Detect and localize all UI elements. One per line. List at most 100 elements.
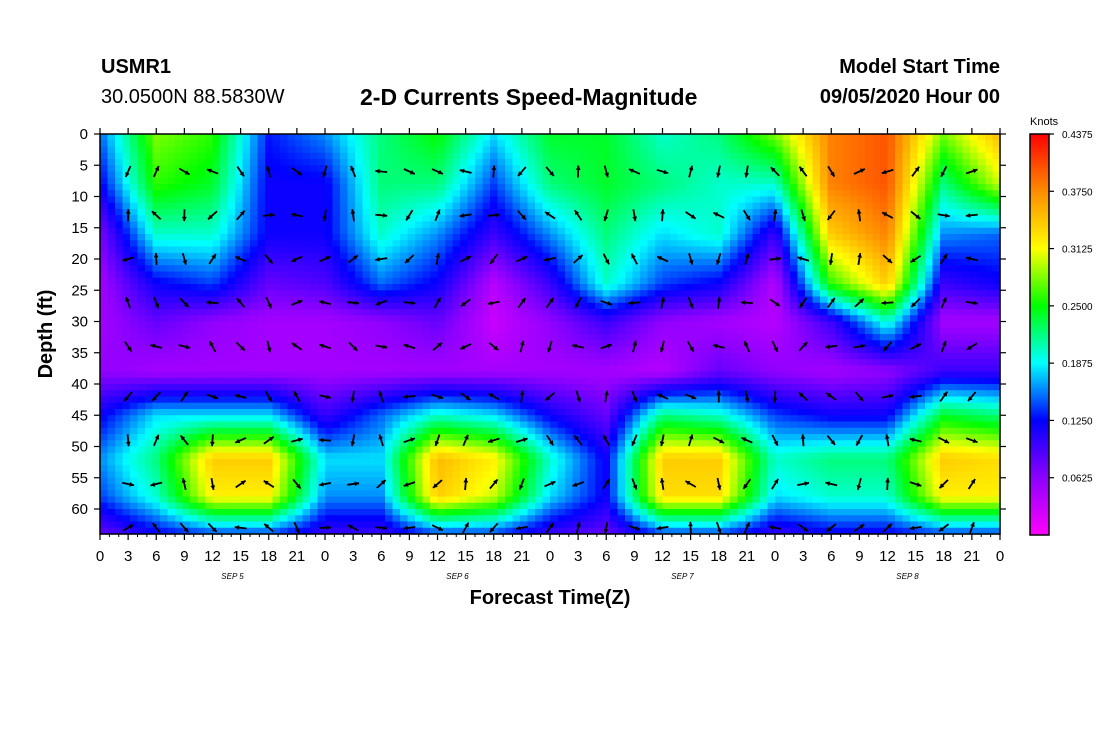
heat-cell <box>392 359 401 366</box>
heat-cell <box>932 209 941 216</box>
heat-cell <box>332 384 341 391</box>
heat-cell <box>737 271 746 279</box>
heat-cell <box>400 377 409 385</box>
heat-cell <box>250 371 259 379</box>
heat-cell <box>430 352 439 360</box>
heat-cell <box>445 134 454 141</box>
heat-cell <box>662 196 671 204</box>
heat-cell <box>400 359 409 366</box>
heat-cell <box>437 134 446 141</box>
heat-cell <box>415 309 424 316</box>
heat-cell <box>355 327 364 335</box>
heat-cell <box>235 171 244 179</box>
heat-cell <box>257 321 266 329</box>
heat-cell <box>655 340 664 348</box>
heat-cell <box>640 165 649 173</box>
heat-cell <box>692 384 701 391</box>
heat-cell <box>692 271 701 279</box>
heat-cell <box>370 315 379 323</box>
heat-cell <box>640 265 649 273</box>
heat-cell <box>482 365 491 373</box>
heat-cell <box>880 140 889 148</box>
heat-cell <box>992 190 1001 198</box>
heat-cell <box>527 334 536 341</box>
heat-cell <box>130 221 139 229</box>
heat-cell <box>130 240 139 248</box>
heat-cell <box>190 215 199 223</box>
heat-cell <box>137 234 146 241</box>
heat-cell <box>535 334 544 341</box>
heat-cell <box>677 215 686 223</box>
heat-cell <box>812 177 821 185</box>
heat-cell <box>617 309 626 316</box>
heat-cell <box>842 246 851 254</box>
heat-cell <box>302 265 311 273</box>
heat-cell <box>115 302 124 310</box>
heat-cell <box>625 284 634 291</box>
heat-cell <box>377 265 386 273</box>
heat-cell <box>595 159 604 166</box>
heat-cell <box>947 165 956 173</box>
heat-cell <box>970 315 979 323</box>
heat-cell <box>235 359 244 366</box>
heat-cell <box>662 321 671 329</box>
heat-cell <box>715 352 724 360</box>
heat-cell <box>392 296 401 304</box>
heat-cell <box>242 165 251 173</box>
heat-cell <box>452 215 461 223</box>
heat-cell <box>310 215 319 223</box>
heat-cell <box>302 177 311 185</box>
heat-cell <box>205 171 214 179</box>
heat-cell <box>422 384 431 391</box>
heat-cell <box>647 334 656 341</box>
heat-cell <box>700 209 709 216</box>
heat-cell <box>355 215 364 223</box>
heat-cell <box>317 265 326 273</box>
heat-cell <box>917 152 926 160</box>
heat-cell <box>610 252 619 260</box>
heat-cell <box>137 327 146 335</box>
heat-cell <box>745 246 754 254</box>
heat-cell <box>482 340 491 348</box>
heat-cell <box>752 321 761 329</box>
heat-cell <box>407 352 416 360</box>
heat-cell <box>362 277 371 285</box>
heat-cell <box>160 259 169 266</box>
heat-cell <box>227 215 236 223</box>
heat-cell <box>947 196 956 204</box>
heat-cell <box>347 152 356 160</box>
heat-cell <box>625 384 634 391</box>
heat-cell <box>775 165 784 173</box>
heat-cell <box>280 234 289 241</box>
heat-cell <box>272 321 281 329</box>
heat-cell <box>235 190 244 198</box>
heat-cell <box>302 259 311 266</box>
heat-cell <box>715 227 724 235</box>
heat-cell <box>445 390 454 398</box>
heat-cell <box>347 184 356 191</box>
heat-cell <box>887 209 896 216</box>
heat-cell <box>242 202 251 210</box>
heat-cell <box>722 190 731 198</box>
heat-cell <box>347 265 356 273</box>
heat-cell <box>310 334 319 341</box>
heat-cell <box>715 340 724 348</box>
heat-cell <box>640 352 649 360</box>
heat-cell <box>842 265 851 273</box>
heat-cell <box>302 334 311 341</box>
heat-cell <box>280 377 289 385</box>
heat-cell <box>827 227 836 235</box>
heat-cell <box>587 215 596 223</box>
heat-cell <box>917 252 926 260</box>
heat-cell <box>595 134 604 141</box>
heat-cell <box>310 327 319 335</box>
heat-cell <box>647 202 656 210</box>
heat-cell <box>572 327 581 335</box>
heat-cell <box>850 221 859 229</box>
heat-cell <box>887 290 896 298</box>
heat-cell <box>272 159 281 166</box>
heat-cell <box>220 190 229 198</box>
heat-cell <box>325 315 334 323</box>
heat-cell <box>835 334 844 341</box>
heat-cell <box>415 284 424 291</box>
